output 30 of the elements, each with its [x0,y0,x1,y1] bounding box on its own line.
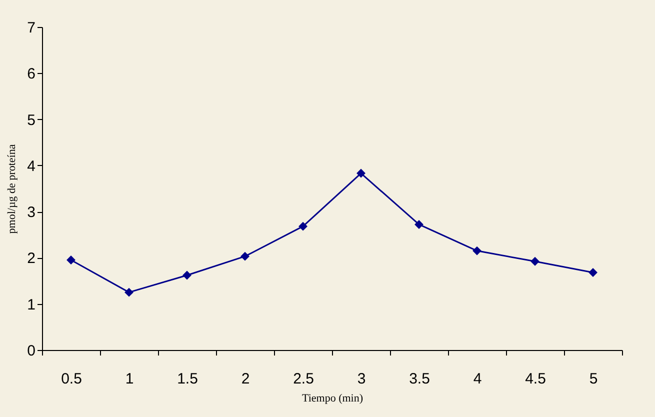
x-tick-label: 0.5 [61,370,82,388]
x-axis-title: Tiempo (min) [302,392,364,404]
point [240,252,250,261]
point [124,288,134,297]
point [182,270,192,280]
x-tick-label: 1 [125,370,134,388]
x-tick-label: 4.5 [525,370,546,388]
y-tick-label: 5 [27,112,36,129]
y-tick-label: 4 [27,158,36,175]
x-tick-label: 2.5 [293,370,314,388]
x-tick-label: 3.5 [409,370,430,388]
y-axis-title: pmol/µg de proteína [6,144,18,234]
y-tick-label: 7 [27,20,36,36]
point [298,222,308,231]
y-tick-label: 3 [27,204,36,222]
x-tick-label: 3 [357,370,366,388]
x-tick-label: 2 [241,370,250,388]
point [356,168,366,178]
x-tick-label: 5 [589,370,598,388]
point [66,256,76,264]
point [472,246,482,256]
y-tick-label: 1 [27,296,36,314]
x-tick-label: 4 [473,370,482,388]
point [530,256,540,266]
y-tick-label: 6 [27,66,36,83]
x-tick-label: 1.5 [177,370,198,388]
point [588,268,598,277]
point [414,220,424,229]
y-tick-label: 2 [27,250,36,268]
y-tick-label: 0 [27,342,36,360]
